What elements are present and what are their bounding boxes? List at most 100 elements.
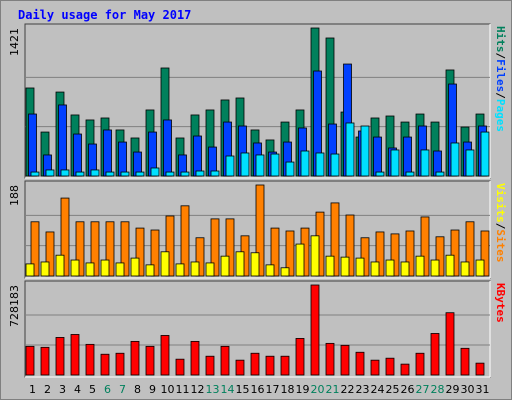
bar (330, 202, 340, 277)
bar (475, 259, 485, 277)
bar (280, 267, 290, 277)
x-tick-label: 2 (44, 383, 51, 396)
bar (285, 161, 295, 177)
bar (315, 152, 325, 177)
x-tick-label: 4 (74, 383, 81, 396)
bar (375, 171, 385, 177)
bar (195, 237, 205, 277)
bar (250, 252, 260, 277)
bar (115, 352, 125, 376)
bar (465, 221, 475, 277)
bar (225, 155, 235, 177)
x-tick-label: 12 (191, 383, 205, 396)
x-tick-label: 18 (281, 383, 295, 396)
x-tick-label: 10 (161, 383, 175, 396)
bar (75, 171, 85, 177)
bar (430, 333, 440, 376)
bar (70, 334, 80, 376)
x-tick-label: 13 (206, 383, 220, 396)
bar (445, 254, 455, 277)
bar (55, 337, 65, 376)
bar (190, 261, 200, 277)
bar (115, 262, 125, 277)
bar (90, 169, 100, 177)
bar (235, 359, 245, 376)
bar (450, 229, 460, 277)
bar (175, 358, 185, 376)
bar (373, 136, 382, 177)
bar (210, 170, 220, 177)
legend: Hits/Files/Pages (494, 26, 507, 132)
bar (225, 218, 235, 277)
bar (58, 104, 67, 177)
bar (340, 344, 350, 376)
x-tick-label: 21 (326, 383, 340, 396)
bar (270, 227, 280, 277)
bar (255, 154, 265, 177)
bar (420, 216, 430, 277)
x-tick-label: 5 (89, 383, 96, 396)
bar (205, 262, 215, 277)
x-tick-label: 11 (176, 383, 190, 396)
bar (160, 251, 170, 277)
bar (310, 284, 320, 376)
x-tick-label: 1 (29, 383, 36, 396)
bar (135, 171, 145, 177)
legend-entry: Hits (494, 26, 507, 53)
bar (85, 262, 95, 277)
y-tick-label: 728183 (8, 285, 21, 327)
bar (130, 257, 140, 277)
bar (163, 119, 172, 177)
bar (150, 167, 160, 177)
bar (45, 169, 55, 177)
bar (175, 263, 185, 277)
x-tick-label: 20 (311, 383, 325, 396)
bar (430, 259, 440, 277)
bar (210, 218, 220, 277)
bar (390, 149, 400, 177)
bar (285, 230, 295, 277)
x-tick-label: 6 (104, 383, 111, 396)
bar (235, 251, 245, 277)
legend-entry: KBytes (494, 283, 507, 323)
bar (340, 256, 350, 277)
bar (345, 122, 355, 177)
bar (190, 340, 200, 376)
y-tick-label: 188 (8, 185, 21, 206)
bar (180, 171, 190, 177)
bar (270, 153, 280, 177)
bar (40, 346, 50, 376)
bar (90, 221, 100, 277)
bar (135, 227, 145, 277)
x-tick-label: 24 (371, 383, 385, 396)
bar (103, 129, 112, 177)
y-tick-label: 1421 (8, 28, 21, 56)
x-tick-label: 29 (446, 383, 460, 396)
bar (400, 261, 410, 277)
bar (195, 170, 205, 177)
bar (325, 255, 335, 277)
bar (30, 171, 40, 177)
legend-entry: Pages (494, 99, 507, 132)
bar (73, 133, 82, 177)
x-tick-label: 28 (431, 383, 445, 396)
x-tick-label: 17 (266, 383, 280, 396)
bar (405, 171, 415, 177)
bar (25, 345, 35, 376)
bar (165, 171, 175, 177)
bar (180, 205, 190, 277)
bar (300, 150, 310, 177)
bar (360, 237, 370, 277)
bar (345, 214, 355, 277)
x-tick-label: 30 (461, 383, 475, 396)
bar (405, 230, 415, 277)
bar (435, 236, 445, 277)
bar (60, 197, 70, 277)
legend: KBytes (494, 283, 507, 323)
bar (118, 141, 127, 177)
bar (105, 171, 115, 177)
bar (310, 235, 320, 277)
bar (150, 229, 160, 277)
x-tick-label: 23 (356, 383, 370, 396)
